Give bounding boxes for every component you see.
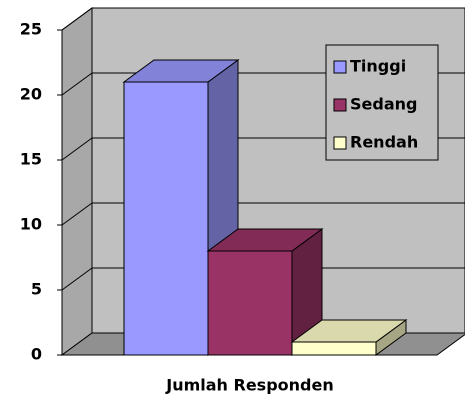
legend-label: Sedang [350, 95, 417, 114]
y-tick-label: 0 [31, 345, 42, 364]
bar-front [207, 250, 293, 356]
bar [290, 319, 408, 356]
grid-line [61, 267, 93, 291]
legend-label: Tinggi [350, 57, 406, 76]
y-tick-label: 10 [20, 215, 42, 234]
side-wall [61, 7, 93, 356]
bar-front [291, 341, 377, 356]
legend-swatch [333, 60, 347, 74]
y-tick-label: 25 [20, 20, 42, 39]
legend-label: Rendah [350, 133, 418, 152]
bar [206, 228, 324, 356]
grid-line [61, 202, 93, 226]
grid-line [61, 72, 93, 96]
legend: Tinggi Sedang Rendah [325, 44, 439, 161]
y-tick-label: 20 [20, 85, 42, 104]
bar-front [123, 81, 209, 356]
legend-swatch [333, 98, 347, 112]
grid-line [61, 137, 93, 161]
y-tick-label: 15 [20, 150, 42, 169]
legend-swatch [333, 136, 347, 150]
y-tick-label: 5 [31, 280, 42, 299]
grid-line [61, 7, 93, 31]
x-tick-label: Jumlah Responden [165, 376, 333, 395]
